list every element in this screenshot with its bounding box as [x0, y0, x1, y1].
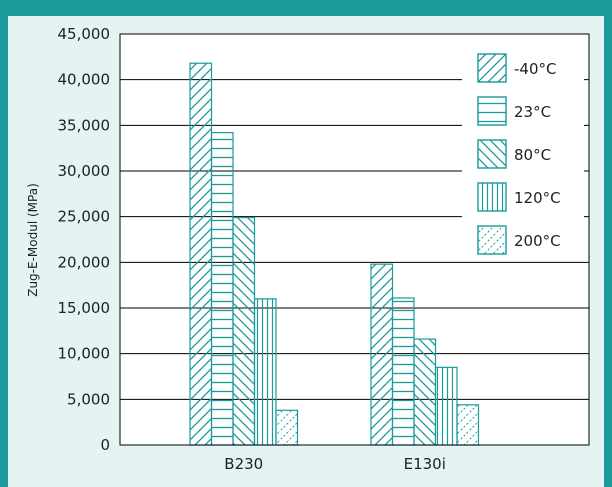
legend-label: 120°C	[514, 189, 561, 207]
y-tick-label: 0	[100, 436, 110, 454]
y-tick-labels: 0 5,000 10,000 15,000 20,000 25,000 30,000 35,0…	[58, 25, 111, 454]
plot-border	[119, 33, 590, 446]
legend-swatch	[477, 182, 507, 212]
y-tick-label: 35,000	[58, 116, 111, 134]
legend-swatch	[477, 96, 507, 126]
y-tick-label: 20,000	[58, 253, 111, 271]
y-tick-label: 10,000	[58, 345, 111, 363]
y-tick-label: 5,000	[67, 390, 110, 408]
legend-label: 80°C	[514, 146, 551, 164]
y-tick-label: 25,000	[58, 208, 111, 226]
legend-label: -40°C	[514, 60, 556, 78]
y-tick-label: 40,000	[58, 71, 111, 89]
bar-e130i-4	[456, 404, 480, 446]
legend-swatch	[477, 139, 507, 169]
bar-e130i-1	[391, 297, 415, 446]
bar-b230-1	[210, 132, 234, 446]
x-tick-labels: B230 E130i	[224, 455, 446, 473]
bar-b230-2	[232, 216, 256, 446]
bar-e130i-0	[370, 263, 394, 446]
x-tick-label: B230	[224, 455, 263, 473]
bar-b230-0	[189, 62, 213, 446]
legend: -40°C 23°C 80°C 120°C 200°C	[462, 40, 584, 257]
x-tick-label: E130i	[404, 455, 446, 473]
bar-b230-4	[275, 409, 299, 446]
legend-label: 200°C	[514, 232, 561, 250]
y-axis-label: Zug-E-Modul (MPa)	[26, 183, 40, 297]
y-tick-label: 15,000	[58, 299, 111, 317]
y-tick-label: 30,000	[58, 162, 111, 180]
legend-swatch	[477, 225, 507, 255]
legend-label: 23°C	[514, 103, 551, 121]
bar-b230-3	[253, 298, 277, 446]
legend-swatch	[477, 53, 507, 83]
bar-e130i-2	[413, 338, 437, 446]
bar-e130i-3	[434, 366, 458, 446]
y-tick-label: 45,000	[58, 25, 111, 43]
